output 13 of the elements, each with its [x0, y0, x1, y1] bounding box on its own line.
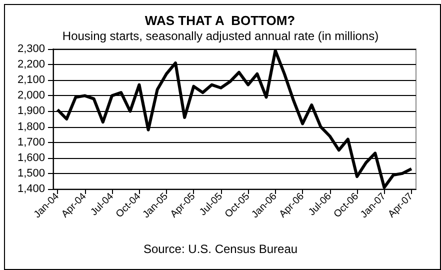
y-tick-label: 2,300: [17, 43, 45, 55]
y-tick-label: 1,500: [17, 167, 45, 180]
chart-subtitle: Housing starts, seasonally adjusted annual rate (in millions): [62, 29, 379, 43]
y-tick-label: 2,200: [17, 58, 45, 71]
y-tick-label: 1,600: [17, 152, 45, 164]
chart-title: WAS THAT A BOTTOM?: [144, 13, 296, 28]
y-tick-label: 1,900: [17, 105, 45, 118]
source-note: Source: U.S. Census Bureau: [143, 242, 298, 256]
y-tick-label: 1,800: [17, 120, 45, 133]
y-tick-label: 1,400: [17, 183, 45, 195]
y-tick-label: 2,000: [17, 90, 45, 102]
y-tick-label: 1,700: [17, 136, 45, 148]
y-tick-label: 2,100: [17, 74, 45, 86]
